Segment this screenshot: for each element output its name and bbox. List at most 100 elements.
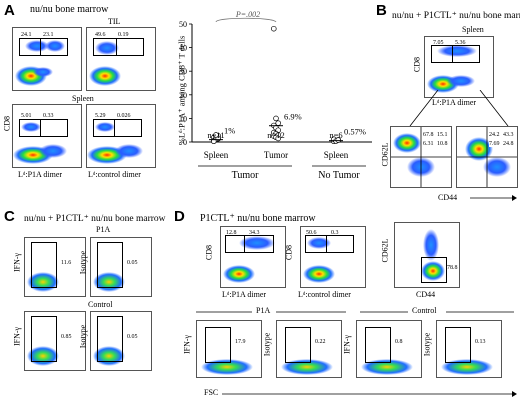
data-point: [275, 135, 281, 142]
panel-d-iso-label-1: Isotype: [262, 332, 272, 357]
panel-c-control-label: Control: [88, 300, 113, 309]
panel-c-control-iso-dotplot: 0.05: [90, 311, 152, 371]
mean-label: 1%: [224, 126, 235, 136]
gate-box: [93, 38, 117, 56]
gate-box: [114, 119, 142, 137]
x-category-label: Spleen: [204, 150, 229, 160]
panel-d-fsc-label: FSC: [204, 388, 219, 397]
gate-box: [97, 242, 123, 288]
gate-box: [365, 327, 391, 363]
panel-c-p1a-iso-dotplot: 0.05: [90, 237, 152, 297]
gate-value: 0.05: [127, 260, 138, 266]
pvalue-text: P=.002: [235, 10, 260, 19]
tumor-percentage-scatter: 0 10 20 30 40 50 1%n=11 Spleen 6.9% n=12 Tumor 0.5…: [179, 10, 372, 181]
y-tick-label: 50: [179, 20, 187, 29]
panel-b-cd62l-right-dotplot: 24.2 43.3 7.69 24.8: [456, 126, 518, 188]
gate-box: [445, 327, 471, 363]
panel-b-cd8-dotplot: 7.05 5.36: [424, 36, 494, 98]
panel-a-x-label-p1a: Lᵈ:P1A dimer: [18, 170, 63, 179]
panel-c-title: nu/nu + P1CTL⁺ nu/nu bone marrow: [24, 214, 166, 224]
quadrant-value: 15.1: [437, 132, 448, 138]
panel-d-ifn-label-2: IFN-γ: [342, 334, 352, 355]
panel-a-x-label-control: Lᵈ:control dimer: [88, 170, 141, 179]
gate-value: 17.9: [235, 339, 246, 345]
til-p1a-dotplot: 24.1 23.1: [12, 27, 82, 91]
spleen-control-dotplot: 5.29 0.026: [86, 104, 156, 168]
data-point: [271, 25, 277, 32]
gate-box: [225, 235, 245, 253]
y-tick-label: 10: [179, 114, 187, 123]
quadrant-value: 7.69: [489, 141, 500, 147]
gate-box: [19, 119, 41, 137]
panel-d-cd8-label: CD8: [204, 244, 214, 261]
mean-label: 6.9%: [284, 112, 302, 122]
n-label: n=11: [207, 130, 224, 140]
panel-d-group-lines: [196, 311, 514, 313]
gate-value: 49.6: [95, 32, 106, 38]
quadrant-value: 6.31: [423, 141, 434, 147]
gate-box: [421, 257, 447, 283]
gate-box: [285, 327, 311, 363]
panel-d-title: P1CTL⁺ nu/nu bone marrow: [200, 213, 316, 224]
panel-b-bottom-y-label: CD62L: [380, 142, 390, 167]
panel-b-cd62l-left-dotplot: 67.8 15.1 6.31 10.8: [390, 126, 452, 188]
gate-box: [326, 235, 354, 253]
quadrant-value: 67.8: [423, 132, 434, 138]
gate-value: 0.3: [331, 230, 339, 236]
gate-value: 50.6: [306, 230, 317, 236]
panel-a-y-axis-label: CD8: [2, 115, 12, 132]
gate-box: [452, 45, 480, 63]
panel-d-x-cd44: CD44: [416, 290, 436, 299]
til-control-dotplot: 49.6 0.19: [86, 27, 156, 91]
gate-box: [305, 235, 327, 253]
bracket-label-no-tumor: No Tumor: [318, 170, 360, 181]
gate-value: 0.19: [118, 32, 129, 38]
panel-d-x-p1a: Lᵈ:P1A dimer: [222, 290, 267, 299]
panel-c-iso-label: Isotype: [78, 250, 88, 275]
panel-b-top-x-label: Lᵈ:P1A dimer: [432, 98, 477, 107]
y-tick-label: 40: [179, 44, 187, 53]
panel-d-letter: D: [174, 208, 185, 225]
panel-c-letter: C: [4, 208, 15, 225]
spleen-p1a-dotplot: 5.01 0.33: [12, 104, 82, 168]
pvalue-bracket: [215, 17, 277, 23]
y-tick-label: 20: [179, 91, 187, 100]
n-label: n=12: [267, 130, 285, 140]
panel-d-p1a-iso-dotplot: 0.22: [276, 320, 342, 378]
y-tick-label: 0: [183, 138, 187, 147]
panel-a-title: nu/nu bone marrow: [30, 4, 109, 15]
gate-value: 7.05: [433, 40, 444, 46]
n-label: n=6: [329, 130, 342, 140]
x-category-label: Tumor: [264, 150, 288, 160]
gate-box: [19, 38, 41, 56]
y-tick-label: 30: [179, 67, 187, 76]
gate-value: 0.05: [127, 334, 138, 340]
panel-d-p1a-dotplot: 12.8 34.3: [220, 226, 286, 288]
panel-d-iso-label-2: Isotype: [422, 332, 432, 357]
quadrant-value: 43.3: [503, 132, 514, 138]
gate-value: 78.8: [447, 265, 458, 271]
gate-value: 34.3: [249, 230, 260, 236]
panel-c-iso-label-2: Isotype: [78, 324, 88, 349]
data-point: [213, 132, 219, 138]
panel-b-top-y-label: CD8: [412, 56, 422, 73]
panel-b-bottom-x-label: CD44: [438, 193, 458, 202]
mean-label: 0.57%: [344, 127, 366, 137]
gate-box: [244, 235, 274, 253]
panel-d-cd44-dotplot: 78.8: [394, 222, 460, 288]
gate-value: 0.13: [475, 339, 486, 345]
gate-value: 5.29: [95, 113, 106, 119]
panel-c-ifn-label-2: IFN-γ: [12, 326, 22, 347]
gate-box: [31, 316, 57, 362]
bracket-label-tumor: Tumor: [232, 170, 260, 181]
panel-d-p1a-ifn-dotplot: 17.9: [196, 320, 262, 378]
data-point: [335, 137, 341, 143]
x-category-label: Spleen: [324, 150, 349, 160]
panel-d-control-ifn-dotplot: 0.8: [356, 320, 422, 378]
gate-value: 24.1: [21, 32, 32, 38]
gate-box: [116, 38, 144, 56]
panel-d-ifn-label-1: IFN-γ: [182, 334, 192, 355]
panel-d-cd8-label-2: CD8: [284, 244, 294, 261]
gate-value: 5.01: [21, 113, 32, 119]
